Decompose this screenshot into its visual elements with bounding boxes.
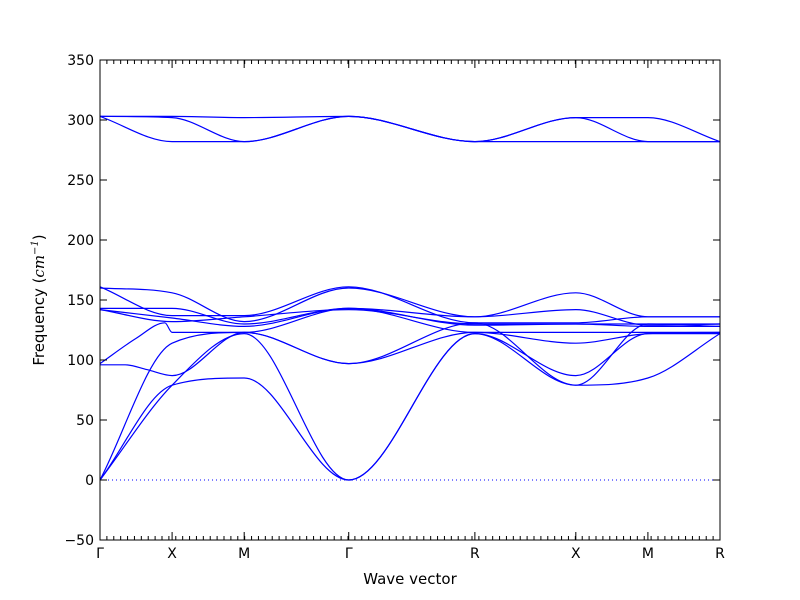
y-tick-label: 350 bbox=[67, 53, 94, 69]
y-axis-ticks: −50 0 50 100 150 200 250 300 350 bbox=[64, 53, 720, 549]
y-axis-label: Frequency (cm−1) bbox=[30, 234, 48, 365]
band-line-9 bbox=[100, 286, 720, 324]
x-tick-label: X bbox=[167, 546, 177, 562]
plot-frame bbox=[99, 59, 721, 541]
y-tick-label: 250 bbox=[67, 173, 94, 189]
y-axis-label-prefix: Frequency ( bbox=[30, 278, 48, 366]
x-tick-label: R bbox=[470, 546, 480, 562]
x-tick-label: M bbox=[238, 546, 250, 562]
band-lines bbox=[100, 115, 720, 481]
band-line-10 bbox=[100, 309, 720, 325]
x-tick-label: Γ bbox=[96, 546, 104, 562]
y-tick-label: 0 bbox=[85, 473, 94, 489]
band-line-8 bbox=[100, 287, 720, 323]
minor-ticks bbox=[99, 60, 721, 540]
y-axis-label-suffix: ) bbox=[30, 234, 48, 240]
band-line-13 bbox=[100, 115, 720, 143]
y-tick-label: 300 bbox=[67, 113, 94, 129]
band-line-2 bbox=[100, 332, 720, 481]
x-tick-label: R bbox=[715, 546, 725, 562]
y-tick-label: 200 bbox=[67, 233, 94, 249]
y-tick-label: 50 bbox=[76, 413, 94, 429]
band-line-4 bbox=[100, 322, 720, 386]
y-axis-label-unit: cm bbox=[30, 255, 48, 278]
y-tick-label: −50 bbox=[64, 533, 94, 549]
y-tick-label: 100 bbox=[67, 353, 94, 369]
plot-area bbox=[100, 60, 720, 540]
x-tick-label: M bbox=[642, 546, 654, 562]
x-tick-label: Γ bbox=[345, 546, 353, 562]
y-tick-label: 150 bbox=[67, 293, 94, 309]
x-axis-label: Wave vector bbox=[363, 570, 457, 588]
band-line-7 bbox=[100, 307, 720, 326]
x-tick-label: X bbox=[571, 546, 581, 562]
y-axis-label-exponent: −1 bbox=[30, 240, 41, 255]
